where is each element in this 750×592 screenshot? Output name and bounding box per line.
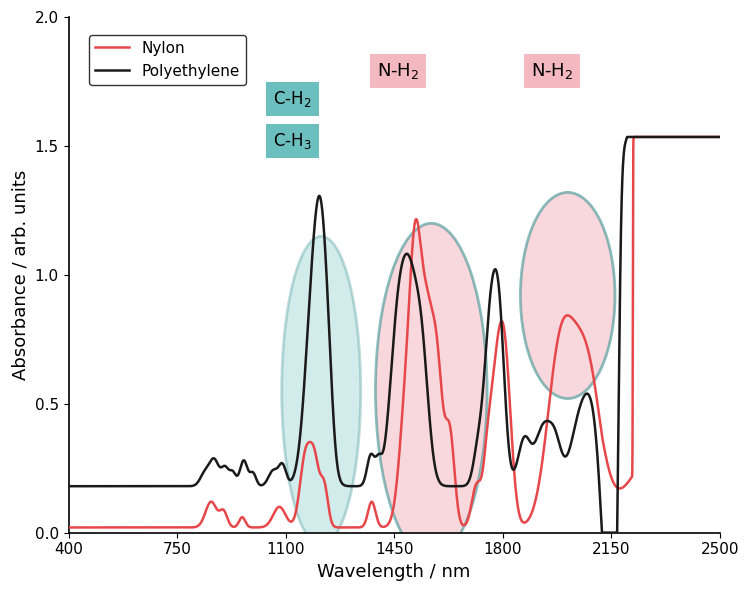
Text: C-H$_3$: C-H$_3$ — [273, 130, 312, 150]
Ellipse shape — [282, 236, 361, 545]
Text: C-H$_2$: C-H$_2$ — [273, 89, 312, 110]
Y-axis label: Absorbance / arb. units: Absorbance / arb. units — [11, 170, 29, 380]
Ellipse shape — [376, 223, 487, 558]
Legend: Nylon, Polyethylene: Nylon, Polyethylene — [89, 35, 245, 85]
X-axis label: Wavelength / nm: Wavelength / nm — [317, 563, 471, 581]
Text: N-H$_2$: N-H$_2$ — [530, 61, 573, 81]
Text: N-H$_2$: N-H$_2$ — [377, 61, 419, 81]
Ellipse shape — [520, 192, 615, 398]
